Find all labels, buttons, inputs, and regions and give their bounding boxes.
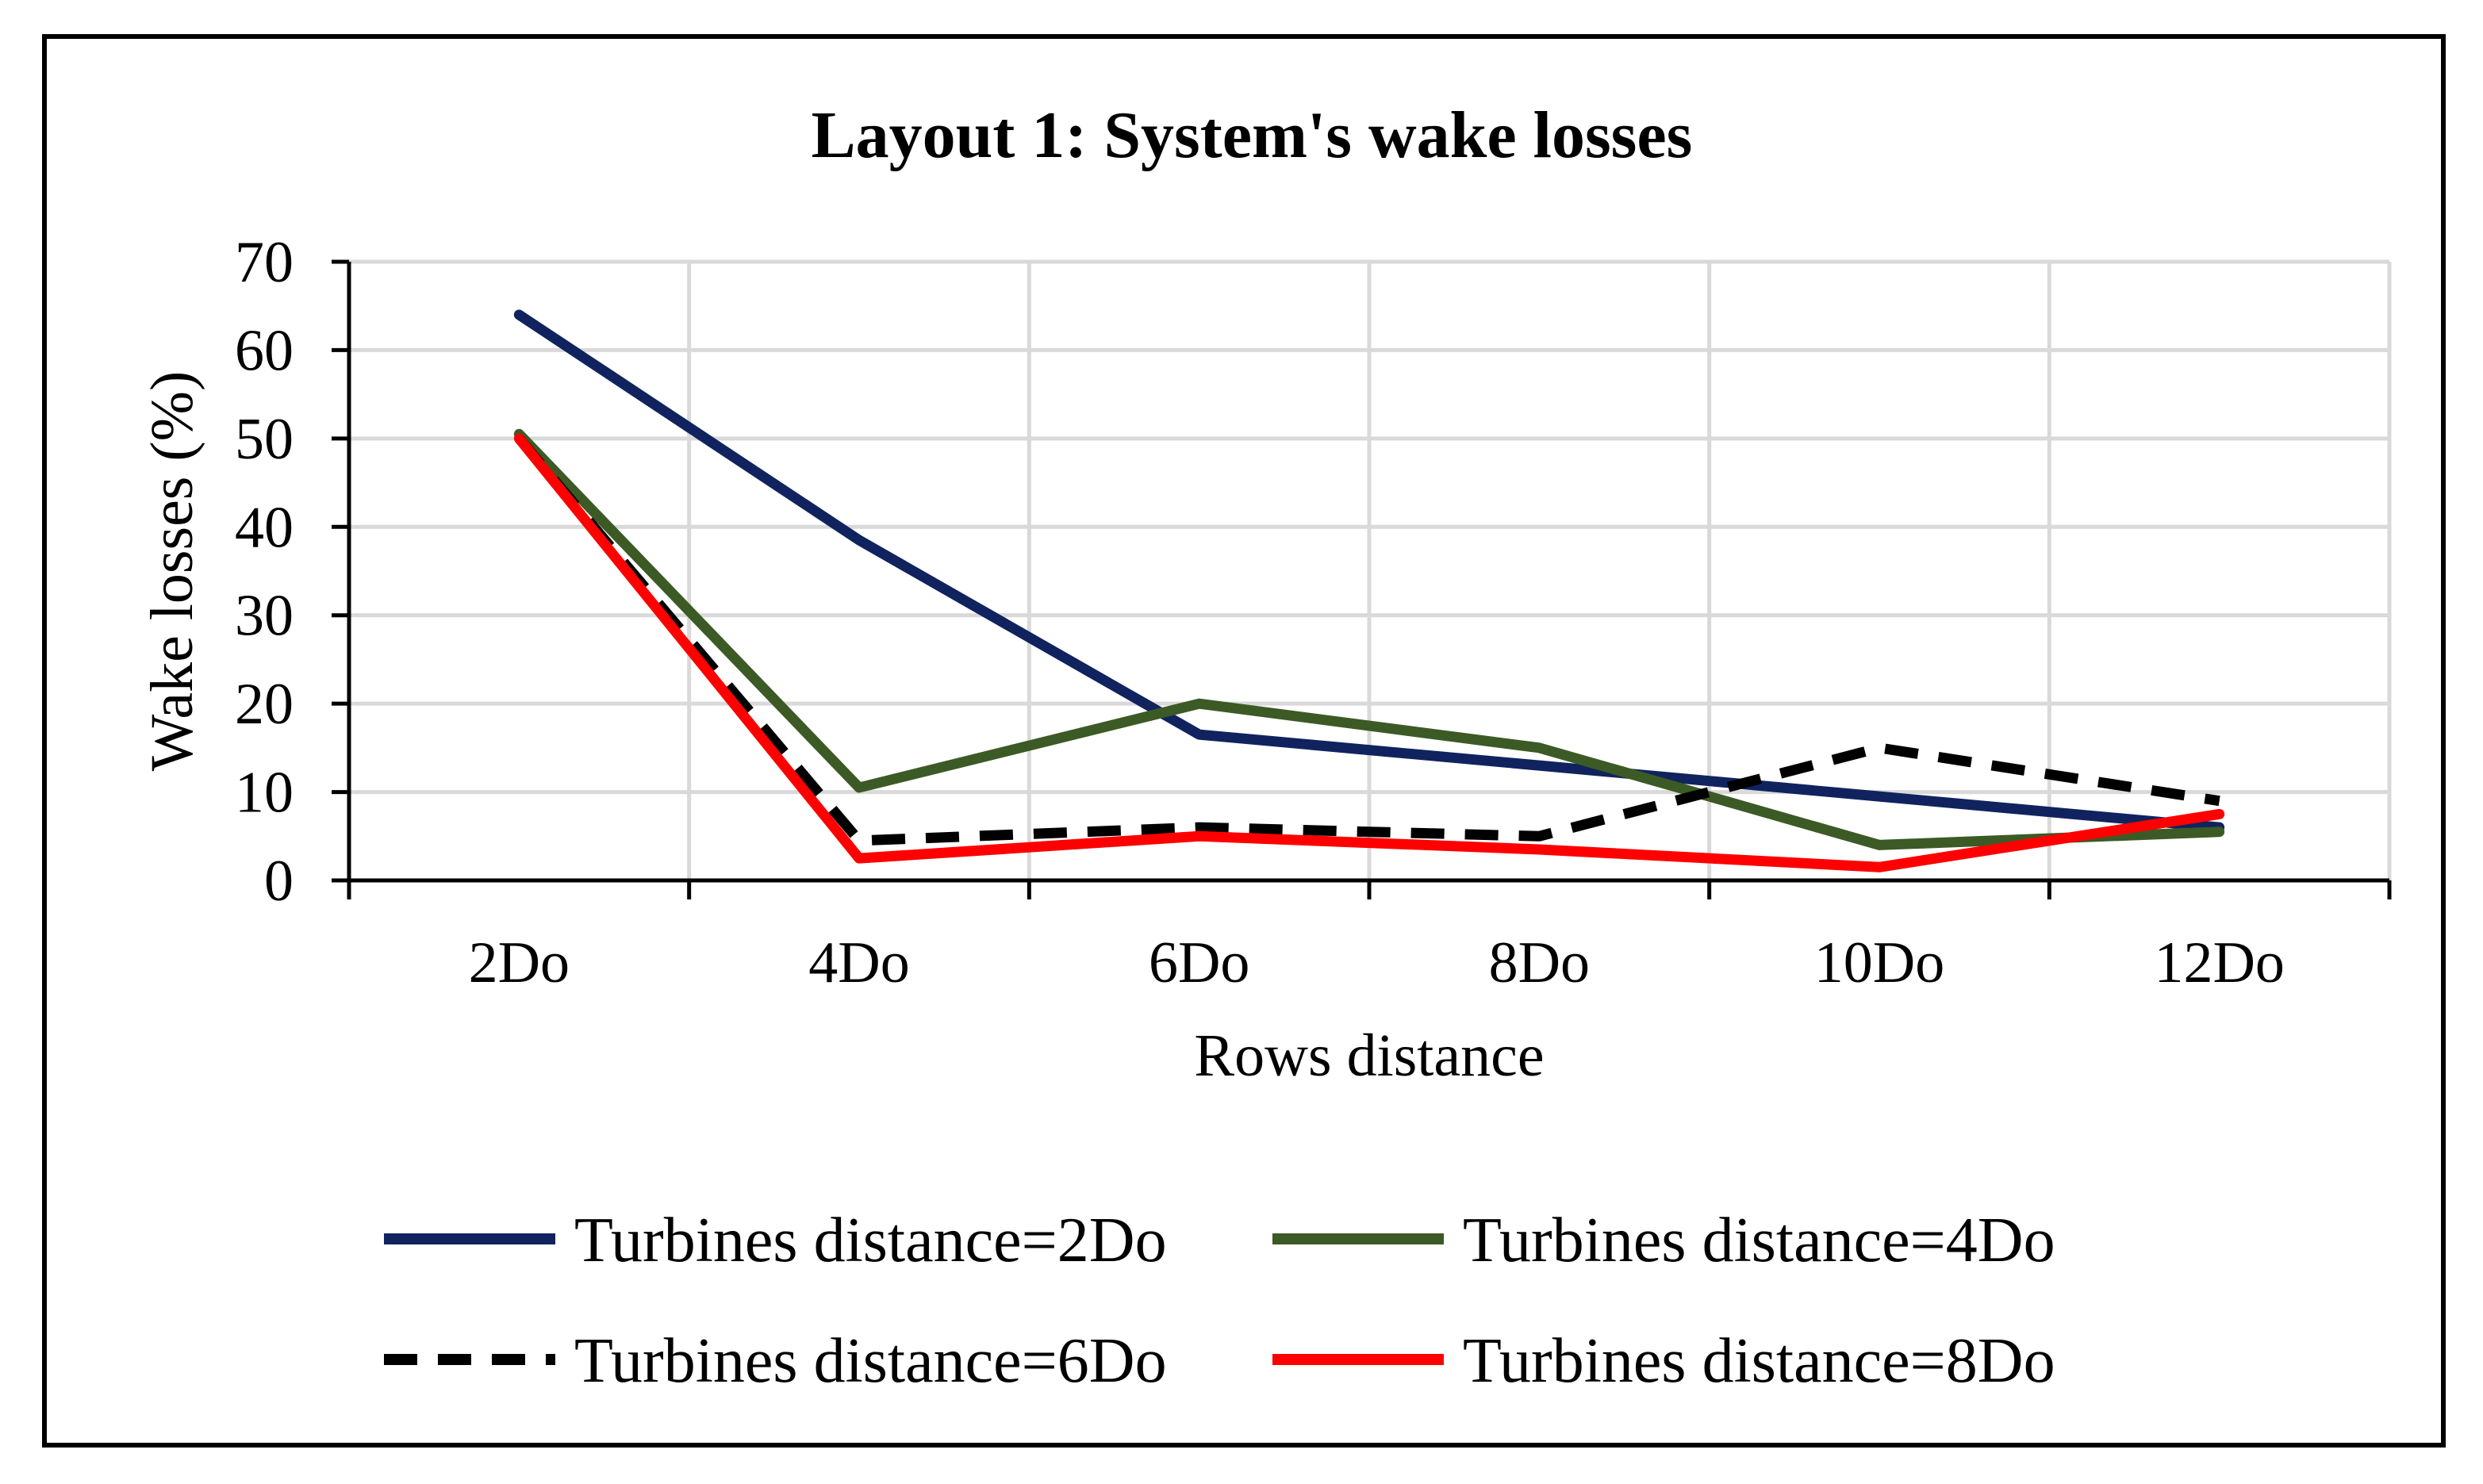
legend-label: Turbines distance=8Do: [1463, 1326, 2055, 1396]
y-tick-label: 40: [235, 495, 294, 560]
legend-item: Turbines distance=2Do: [384, 1206, 1167, 1275]
x-tick-label: 10Do: [1814, 930, 1944, 995]
legend-label: Turbines distance=6Do: [574, 1326, 1167, 1396]
x-tick-label: 8Do: [1489, 930, 1590, 995]
y-axis-label: Wake losses (%): [139, 371, 205, 772]
x-tick-label: 6Do: [1149, 930, 1249, 995]
y-tick-label: 10: [235, 761, 294, 826]
legend: Turbines distance=2Do Turbines distance=4…: [384, 1206, 2055, 1396]
x-tick-label: 12Do: [2154, 930, 2284, 995]
series-line-4: [513, 433, 2225, 872]
series-line-3: [515, 435, 2220, 846]
x-tick-label: 2Do: [469, 930, 570, 995]
y-tick-label: 0: [264, 849, 294, 914]
x-tick-labels: 2Do 4Do 6Do 8Do 10Do 12Do: [469, 930, 2285, 995]
y-tick-label: 70: [235, 230, 294, 295]
series-lines: [513, 309, 2225, 872]
axes: [332, 259, 2392, 899]
legend-item: Turbines distance=8Do: [1272, 1326, 2055, 1396]
legend-label: Turbines distance=2Do: [574, 1206, 1167, 1275]
series-line-2: [513, 428, 2225, 850]
x-tick-label: 4Do: [808, 930, 909, 995]
y-tick-label: 50: [235, 407, 294, 472]
legend-item: Turbines distance=6Do: [384, 1326, 1167, 1396]
legend-item: Turbines distance=4Do: [1272, 1206, 2055, 1275]
vertical-gridlines: [687, 262, 2392, 880]
chart-title: Layout 1: System's wake losses: [812, 98, 1693, 172]
x-axis-label: Rows distance: [1194, 1022, 1544, 1089]
y-tick-label: 20: [235, 672, 294, 737]
y-tick-labels: 0 10 20 30 40 50 60 70: [235, 230, 294, 914]
legend-label: Turbines distance=4Do: [1463, 1206, 2055, 1275]
series-line-1: [513, 309, 2225, 833]
y-tick-label: 60: [235, 318, 294, 383]
plot-area: 0 10 20 30 40 50 60 70 2Do 4Do 6Do 8Do 10Do 12Do: [235, 230, 2392, 995]
y-tick-label: 30: [235, 584, 294, 649]
